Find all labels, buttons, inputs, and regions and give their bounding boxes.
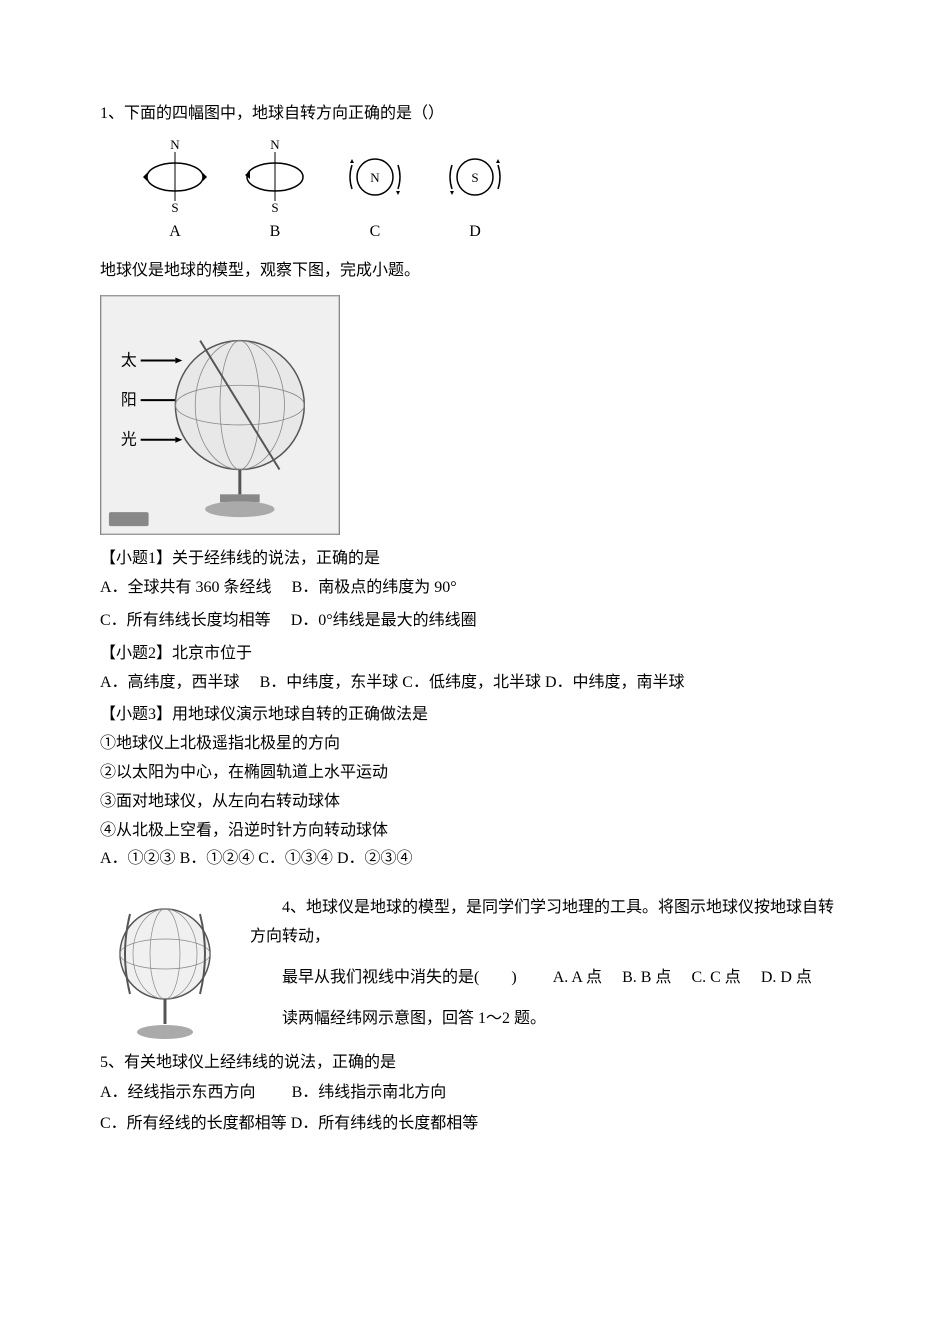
sub2-opta: A．高纬度，西半球 — [100, 674, 240, 691]
svg-text:光: 光 — [121, 431, 137, 449]
q5-opta: A．经线指示东西方向 — [100, 1084, 256, 1101]
intro-text: 地球仪是地球的模型，观察下图，完成小题。 — [100, 257, 845, 286]
diagram-d: S D — [440, 139, 510, 247]
label-c: C — [370, 218, 381, 247]
n-label: N — [170, 139, 180, 152]
svg-text:S: S — [271, 200, 278, 214]
sub1-options-cd: C．所有纬线长度均相等 D．0°纬线是最大的纬线圈 — [100, 607, 845, 636]
svg-text:太: 太 — [121, 352, 137, 370]
q1-diagrams: N S A N S B N C — [140, 139, 845, 247]
sub3-item1: ①地球仪上北极遥指北极星的方向 — [100, 730, 845, 759]
sub2-title: 【小题2】北京市位于 — [100, 640, 845, 669]
sub3-title: 【小题3】用地球仪演示地球自转的正确做法是 — [100, 701, 845, 730]
q5-optb: B．纬线指示南北方向 — [292, 1084, 447, 1101]
sub1-options-ab: A．全球共有 360 条经线 B．南极点的纬度为 90° — [100, 574, 845, 603]
sub3-opta: A．①②③ — [100, 850, 176, 867]
q4-optb: B. B 点 — [622, 969, 671, 986]
sub2-optd: D．中纬度，南半球 — [545, 674, 685, 691]
q4-opta: A. A 点 — [553, 969, 602, 986]
sub2-optc: C．低纬度，北半球 — [402, 674, 541, 691]
label-d: D — [469, 218, 481, 247]
q4-container: 4、地球仪是地球的模型，是同学们学习地理的工具。将图示地球仪按地球自转方向转动，… — [100, 894, 845, 1045]
svg-text:阳: 阳 — [121, 391, 137, 409]
sub3-optb: B．①②④ — [180, 850, 255, 867]
sub1-title: 【小题1】关于经纬线的说法，正确的是 — [100, 545, 845, 574]
q1-text: 1、下面的四幅图中，地球自转方向正确的是（） — [100, 100, 845, 129]
svg-text:N: N — [270, 139, 280, 152]
sub3-item4: ④从北极上空看，沿逆时针方向转动球体 — [100, 817, 845, 846]
q4-line3: 读两幅经纬网示意图，回答 1～2 题。 — [250, 1005, 845, 1034]
sub3-optc: C．①③④ — [258, 850, 333, 867]
sub3-item2: ②以太阳为中心，在椭圆轨道上水平运动 — [100, 759, 845, 788]
sub1-optd: D．0°纬线是最大的纬线圈 — [291, 612, 477, 629]
q5-optc: C．所有经线的长度都相等 — [100, 1115, 287, 1132]
diagram-b: N S B — [240, 139, 310, 247]
q4-line2: 最早从我们视线中消失的是( ) A. A 点 B. B 点 C. C 点 D. … — [250, 964, 845, 993]
label-b: B — [270, 218, 281, 247]
diagram-a: N S A — [140, 139, 210, 247]
q4-line2-prefix: 最早从我们视线中消失的是( ) — [282, 969, 517, 986]
sub3-item3: ③面对地球仪，从左向右转动球体 — [100, 788, 845, 817]
q4-globe-image — [100, 894, 230, 1044]
q4-line1: 4、地球仪是地球的模型，是同学们学习地理的工具。将图示地球仪按地球自转方向转动， — [250, 894, 845, 952]
q5-row1: A．经线指示东西方向 B．纬线指示南北方向 — [100, 1078, 845, 1108]
svg-text:S: S — [471, 170, 478, 185]
sub1-optc: C．所有纬线长度均相等 — [100, 612, 271, 629]
sub3-optd: D．②③④ — [337, 850, 413, 867]
sub1-opta: A．全球共有 360 条经线 — [100, 579, 272, 596]
label-a: A — [169, 218, 181, 247]
q4-text: 4、地球仪是地球的模型，是同学们学习地理的工具。将图示地球仪按地球自转方向转动，… — [250, 894, 845, 1045]
globe-image: 太 阳 光 — [100, 295, 340, 535]
q5-row2: C．所有经线的长度都相等 D．所有纬线的长度都相等 — [100, 1109, 845, 1139]
diagram-c: N C — [340, 139, 410, 247]
sub2-options: A．高纬度，西半球 B．中纬度，东半球 C．低纬度，北半球 D．中纬度，南半球 — [100, 669, 845, 698]
q5-title: 5、有关地球仪上经纬线的说法，正确的是 — [100, 1049, 845, 1078]
sub2-optb: B．中纬度，东半球 — [260, 674, 399, 691]
sub1-optb: B．南极点的纬度为 90° — [292, 579, 457, 596]
q4-optd: D. D 点 — [761, 969, 812, 986]
q5-options: A．经线指示东西方向 B．纬线指示南北方向 C．所有经线的长度都相等 D．所有纬… — [100, 1078, 845, 1139]
s-label: S — [171, 200, 178, 214]
svg-text:N: N — [370, 170, 380, 185]
q4-optc: C. C 点 — [691, 969, 740, 986]
sub3-options: A．①②③ B．①②④ C．①③④ D．②③④ — [100, 845, 845, 874]
q5-optd: D．所有纬线的长度都相等 — [291, 1115, 479, 1132]
